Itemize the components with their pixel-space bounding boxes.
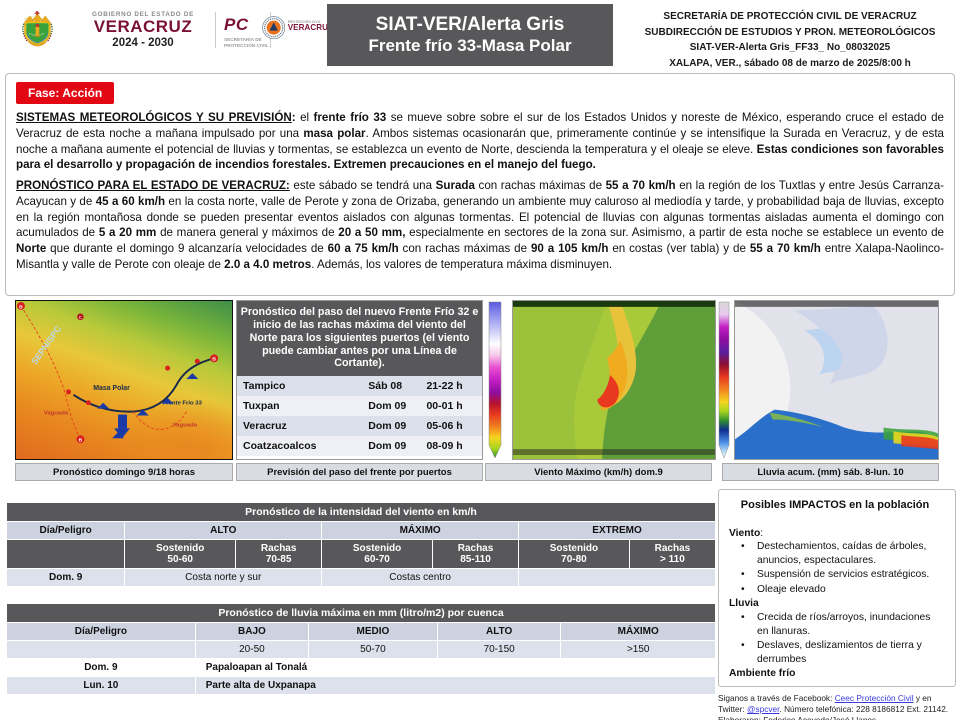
svg-text:SEPN/SPC: SEPN/SPC [29, 323, 63, 366]
svg-text:Vaguada: Vaguada [44, 411, 69, 417]
svg-text:B: B [212, 357, 216, 363]
svg-text:Vaguada: Vaguada [173, 422, 198, 428]
svg-text:B: B [79, 438, 83, 444]
svg-text:B: B [19, 304, 23, 310]
svg-text:Masa Polar: Masa Polar [93, 385, 130, 392]
